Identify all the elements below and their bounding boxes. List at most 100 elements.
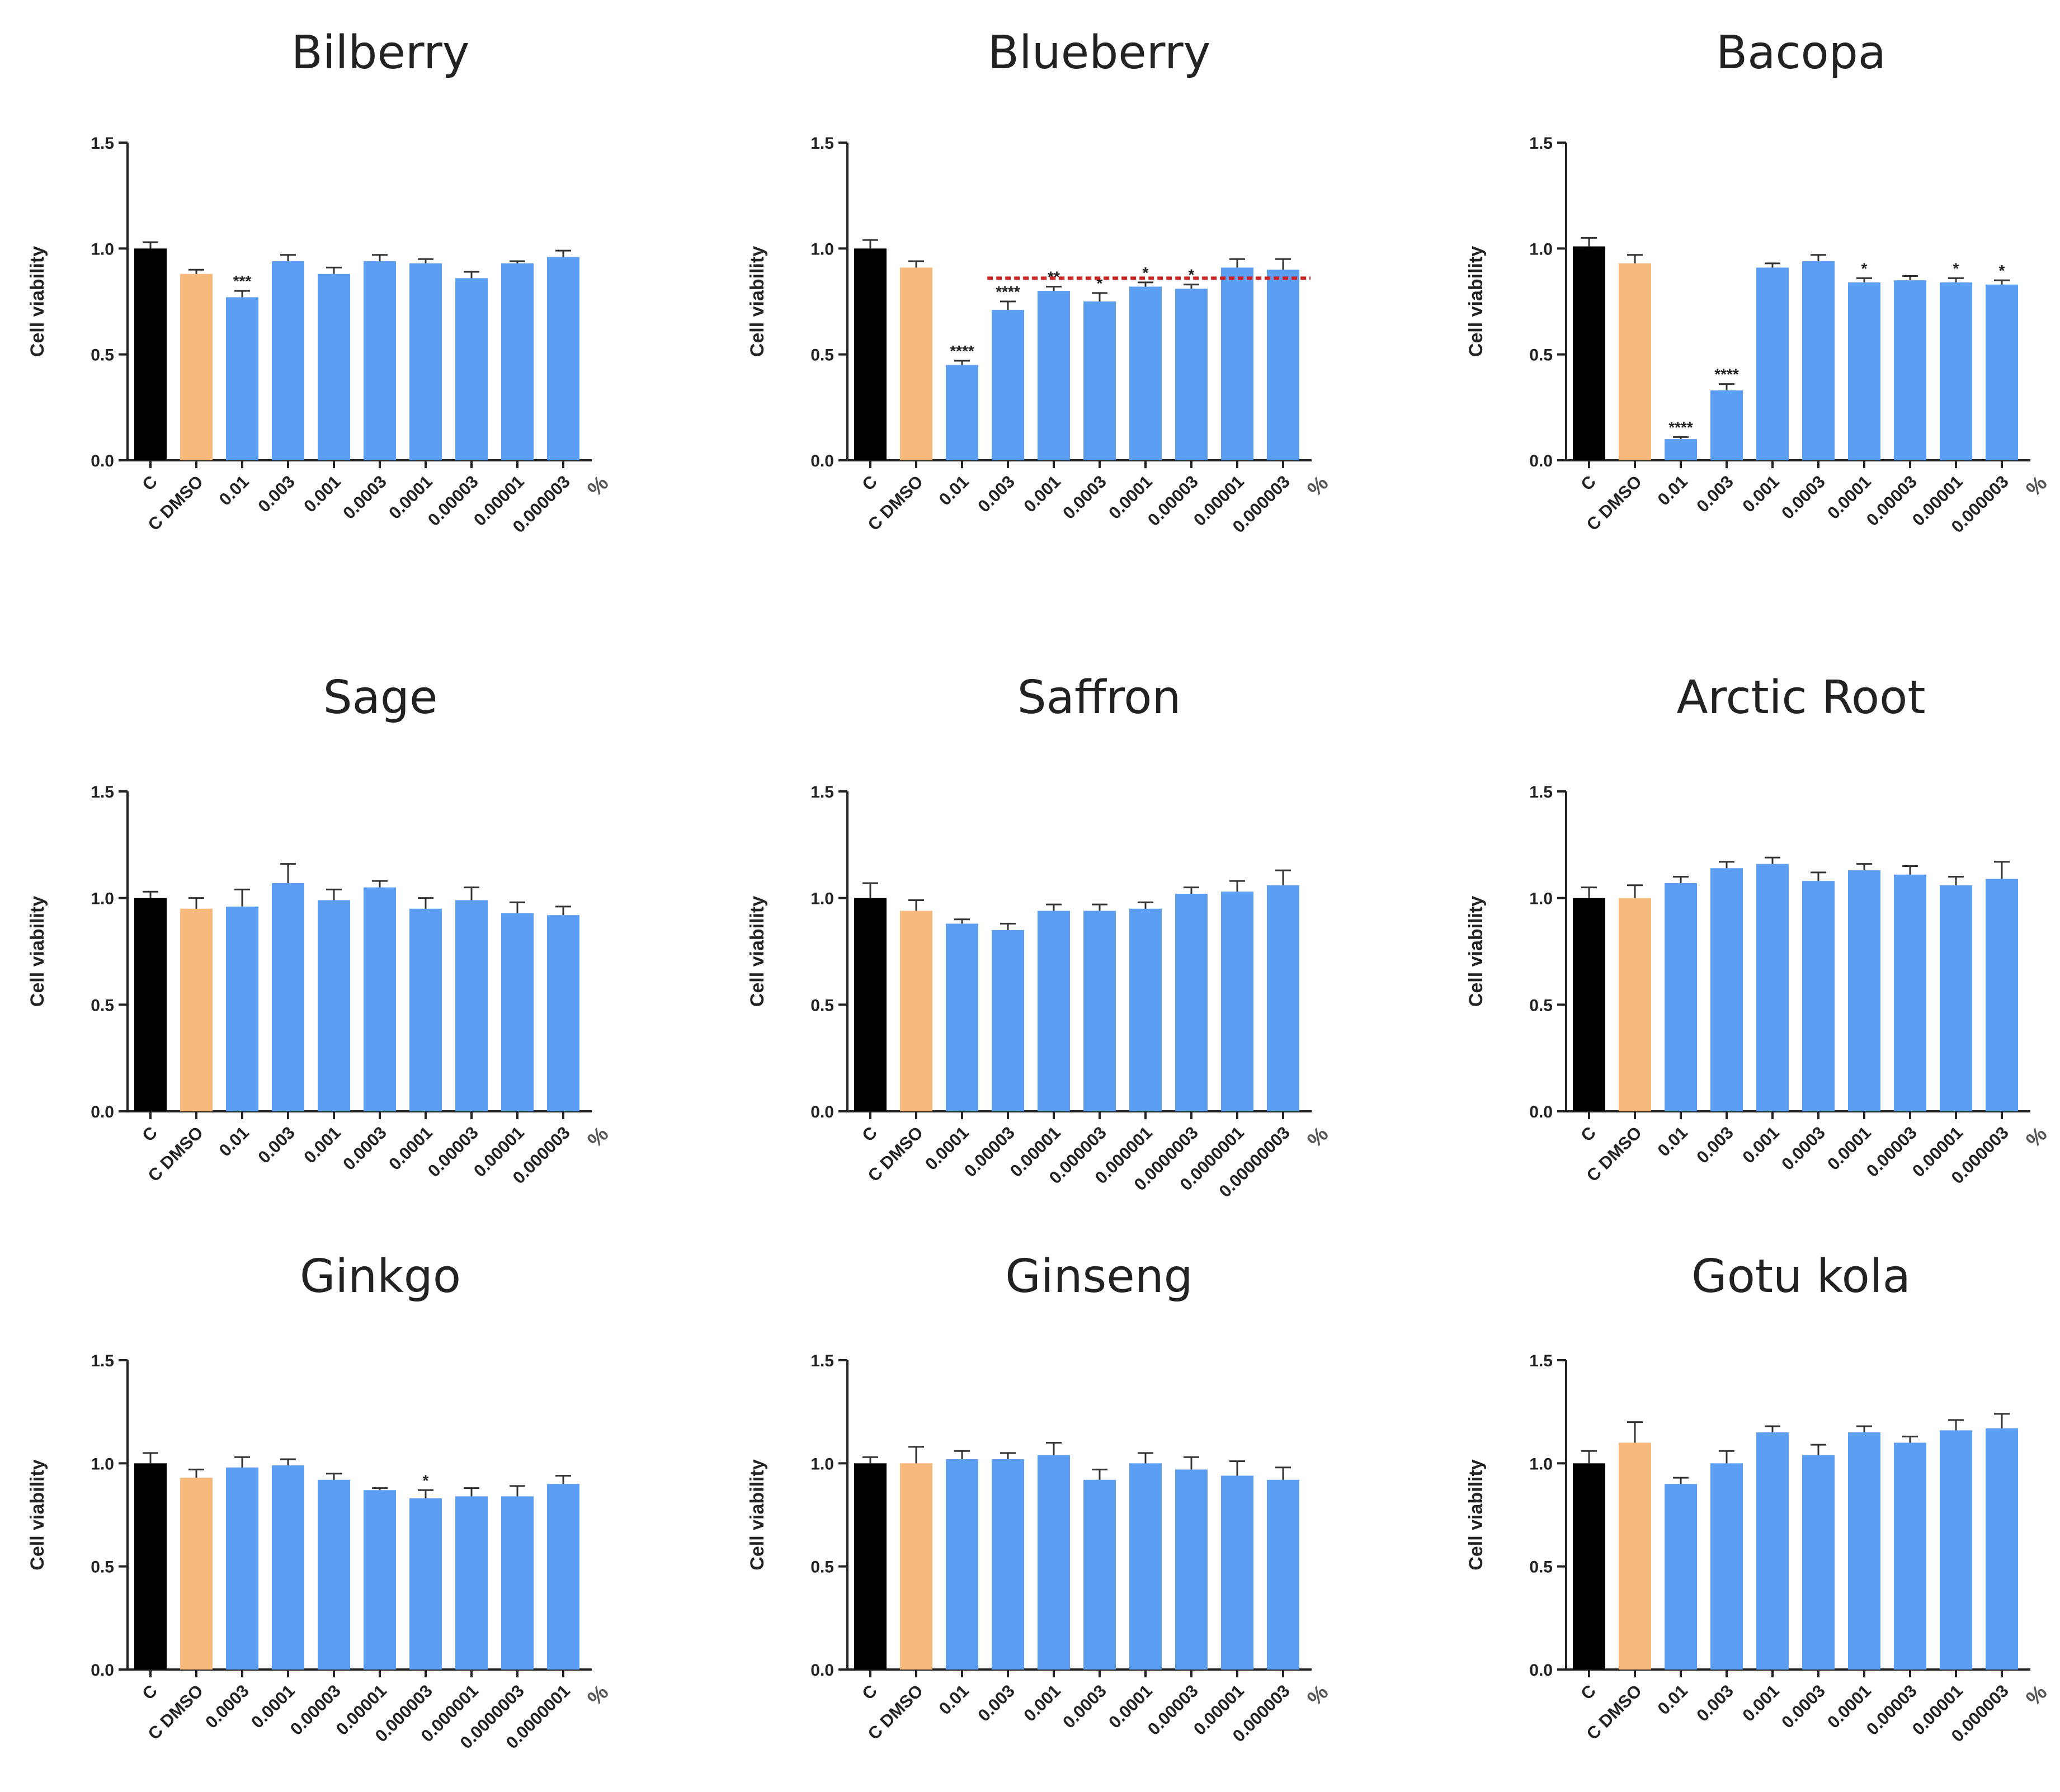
error-bar [862,239,878,249]
error-bar [418,258,433,263]
error-bar [1902,275,1918,281]
x-tick-label: 0.0003 [339,471,390,523]
significance-marker: * [1953,260,1959,277]
error-bar [1627,1421,1643,1443]
y-axis-label: Cell viability [747,1459,768,1570]
y-tick-label: 0.5 [810,346,834,365]
error-bar [1811,871,1826,881]
x-tick-label: 0.001 [300,471,345,516]
y-tick-label: 0.0 [810,1103,834,1121]
error-bar [1092,903,1107,911]
chart-title: Arctic Root [1677,671,1926,724]
y-tick-label: 1.0 [1529,240,1553,258]
bar-0-0001 [272,1465,304,1670]
bar-c-dmso [900,267,932,460]
error-bar [1000,300,1016,310]
error-bar [1811,1444,1826,1455]
x-tick-label: C [858,1123,881,1145]
error-bar [1275,869,1291,885]
error-bar [555,906,571,916]
x-tick-label: C [138,1681,161,1704]
error-bar [555,1474,571,1484]
bar-0-00003 [455,278,488,460]
bar-0-00001 [1221,267,1253,460]
bar-0-000003 [1267,1479,1299,1670]
error-bar [1765,856,1780,864]
y-tick-label: 0.5 [810,1558,834,1577]
error-bar [1948,277,1964,282]
bar-0-0003 [1802,881,1835,1111]
error-bar [510,1485,525,1497]
x-unit-label: % [583,1123,614,1153]
bar-c-dmso [900,911,932,1111]
x-tick-label: 0.001 [1020,1681,1064,1725]
chart-title: Blueberry [988,26,1210,79]
x-unit-label: % [1303,1123,1333,1153]
error-bar [1092,292,1107,301]
x-tick-label: 0.0003 [1778,1123,1829,1174]
error-bar [143,1452,158,1464]
bar-0-001 [1038,1455,1070,1670]
bar-c [134,1463,167,1670]
x-tick-label: 0.003 [254,471,299,516]
bar-0-001 [1756,864,1789,1111]
bar-0-00003 [1175,289,1208,460]
error-bar [326,1473,342,1480]
bar-c [134,898,167,1111]
bar-0-000003 [1986,879,2018,1111]
bar-c-dmso [180,1478,213,1670]
x-tick-label: 0.0003 [1059,1681,1110,1732]
bar-0-0001 [409,908,442,1111]
bar-0-01 [1665,1484,1697,1670]
error-bar [1994,861,2010,879]
x-tick-label: 0.003 [1693,471,1737,516]
bar-0-0000001 [547,1484,579,1670]
y-tick-label: 0.0 [91,1661,114,1680]
y-tick-label: 1.5 [1529,134,1553,153]
y-tick-label: 1.5 [1529,783,1553,801]
bar-0-01 [226,297,258,460]
chart-title: Bilberry [291,26,470,79]
y-axis-label: Cell viability [1465,1459,1487,1570]
y-tick-label: 0.0 [810,452,834,470]
bar-0-0001 [1848,1432,1880,1670]
y-tick-label: 1.0 [810,240,834,258]
y-tick-label: 1.5 [1529,1352,1553,1370]
error-bar [1138,281,1153,287]
bar-0-0003 [1083,1479,1116,1670]
x-tick-label: 0.00003 [286,1681,345,1739]
bar-0-01 [1665,883,1697,1111]
error-bar [188,268,204,274]
error-bar [1184,1456,1199,1470]
x-tick-label: 0.00003 [1863,1123,1921,1181]
x-tick-label: C [858,1681,881,1704]
bar-0-00003 [1894,874,1926,1111]
bar-c [854,898,887,1111]
chart-title: Ginseng [1005,1250,1193,1303]
error-bar [372,254,388,262]
significance-marker: * [1143,264,1149,281]
error-bar [326,266,342,274]
error-bar [1275,1466,1291,1480]
error-bar [1046,903,1062,911]
bar-c [1573,1463,1605,1670]
bar-c-dmso [900,1463,932,1670]
significance-marker: * [1097,275,1103,292]
significance-marker: * [1999,262,2005,279]
error-bar [1948,876,1964,885]
y-tick-label: 1.5 [810,783,834,801]
bar-0-0001 [1129,286,1162,460]
bar-0-003 [272,261,304,460]
error-bar [234,290,250,298]
x-tick-label: 0.00003 [1863,1681,1921,1739]
x-unit-label: % [1303,471,1333,502]
error-bar [1000,922,1016,930]
error-bar [280,254,296,262]
x-tick-label: 0.001 [1738,1681,1783,1725]
y-tick-label: 0.5 [1529,996,1553,1015]
y-tick-label: 1.5 [91,134,114,153]
y-axis-label: Cell viability [27,246,48,357]
